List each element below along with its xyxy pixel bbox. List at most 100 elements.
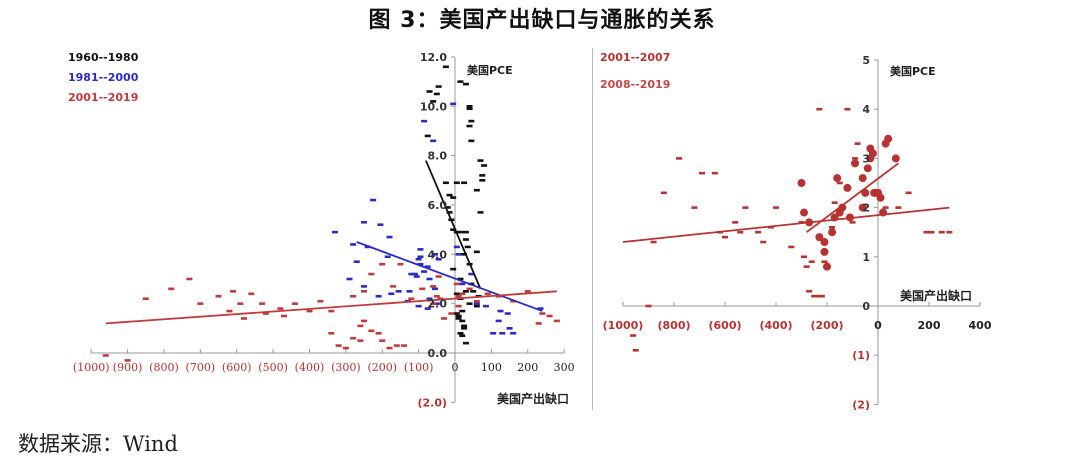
data-point <box>773 206 779 209</box>
data-point <box>386 346 393 350</box>
x-tick-label: 0 <box>874 319 882 332</box>
y-tick-label: 8.0 <box>428 150 448 163</box>
legend-item-2001-2007: 2001--2007 <box>600 51 670 64</box>
right-data-points <box>630 107 953 352</box>
data-point <box>459 292 466 296</box>
trend-line <box>356 241 543 312</box>
data-point <box>466 124 473 128</box>
data-point <box>863 164 872 173</box>
data-point <box>801 255 808 259</box>
data-point <box>361 285 368 288</box>
right-x-axis-title: 美国产出缺口 <box>900 288 972 303</box>
data-point <box>453 181 460 185</box>
data-point <box>803 265 810 268</box>
data-point <box>331 230 338 234</box>
data-point <box>397 262 404 266</box>
data-point <box>797 179 806 187</box>
data-point <box>928 230 935 234</box>
data-point <box>838 203 847 212</box>
x-tick-label: 200 <box>517 361 538 374</box>
data-point <box>442 65 449 69</box>
data-point <box>328 309 335 313</box>
data-point <box>435 85 442 88</box>
data-point <box>361 220 368 224</box>
data-point <box>457 277 464 281</box>
data-point <box>938 230 945 234</box>
data-point <box>417 248 424 251</box>
data-point <box>808 260 815 264</box>
trend-line <box>806 162 899 233</box>
x-tick-label: (600) <box>708 319 741 332</box>
data-point <box>497 309 504 313</box>
data-point <box>462 290 469 293</box>
data-point <box>417 262 424 266</box>
data-point <box>435 257 442 261</box>
data-point <box>426 90 433 93</box>
y-tick-label: 4.0 <box>428 248 448 261</box>
data-point <box>473 299 480 303</box>
data-point <box>510 299 517 303</box>
data-point <box>430 302 437 305</box>
data-point <box>453 312 460 315</box>
data-point <box>361 319 368 323</box>
data-point <box>466 287 473 291</box>
data-point <box>464 245 471 249</box>
data-point <box>197 302 204 305</box>
data-point <box>455 304 462 308</box>
data-point <box>851 159 860 168</box>
data-point <box>453 292 460 296</box>
x-tick-label: (1000) <box>603 319 644 332</box>
left-x-axis-title: 美国产出缺口 <box>497 391 569 406</box>
data-point <box>186 277 193 281</box>
data-point <box>342 346 349 350</box>
x-tick-label: (500) <box>258 361 288 374</box>
data-point <box>884 134 893 143</box>
data-point <box>462 82 469 86</box>
data-point <box>350 336 357 340</box>
data-point <box>470 290 477 293</box>
data-point <box>446 211 453 214</box>
y-tick-label: (1) <box>852 349 870 362</box>
data-point <box>461 324 468 328</box>
data-point <box>535 322 542 325</box>
data-point <box>411 272 418 276</box>
data-point <box>806 289 813 293</box>
data-point <box>413 275 420 278</box>
data-point <box>836 181 843 185</box>
data-point <box>510 331 517 335</box>
data-point <box>215 294 222 298</box>
data-point <box>481 164 488 167</box>
data-point <box>854 142 861 145</box>
y-tick-label: (2) <box>852 398 870 411</box>
left-data-points <box>102 65 560 362</box>
data-point <box>737 230 744 234</box>
data-point <box>386 235 393 239</box>
data-point <box>401 344 408 347</box>
x-tick-label: (900) <box>113 361 143 374</box>
data-point <box>459 334 466 338</box>
data-point <box>361 290 368 293</box>
left-axis-labels: (1000) (900) (800) (700) (600) (500) (400) (300… <box>73 51 575 409</box>
legend-item-1960-1980: 1960--1980 <box>68 51 139 64</box>
data-point <box>882 206 889 209</box>
data-point <box>482 304 489 308</box>
data-point <box>849 221 856 224</box>
trend-line <box>622 206 950 243</box>
data-point <box>461 253 468 256</box>
left-trendlines <box>105 160 557 325</box>
data-point <box>459 309 466 313</box>
data-point <box>468 272 475 276</box>
x-tick-label: (700) <box>186 361 216 374</box>
data-point <box>473 302 480 305</box>
data-point <box>895 206 902 209</box>
data-point <box>446 193 453 197</box>
data-point <box>506 327 513 330</box>
data-point <box>462 238 469 241</box>
data-point <box>328 331 335 335</box>
data-point <box>459 319 466 323</box>
data-point <box>479 179 486 182</box>
data-point <box>357 324 364 328</box>
data-point <box>368 272 375 276</box>
data-point <box>408 297 415 301</box>
